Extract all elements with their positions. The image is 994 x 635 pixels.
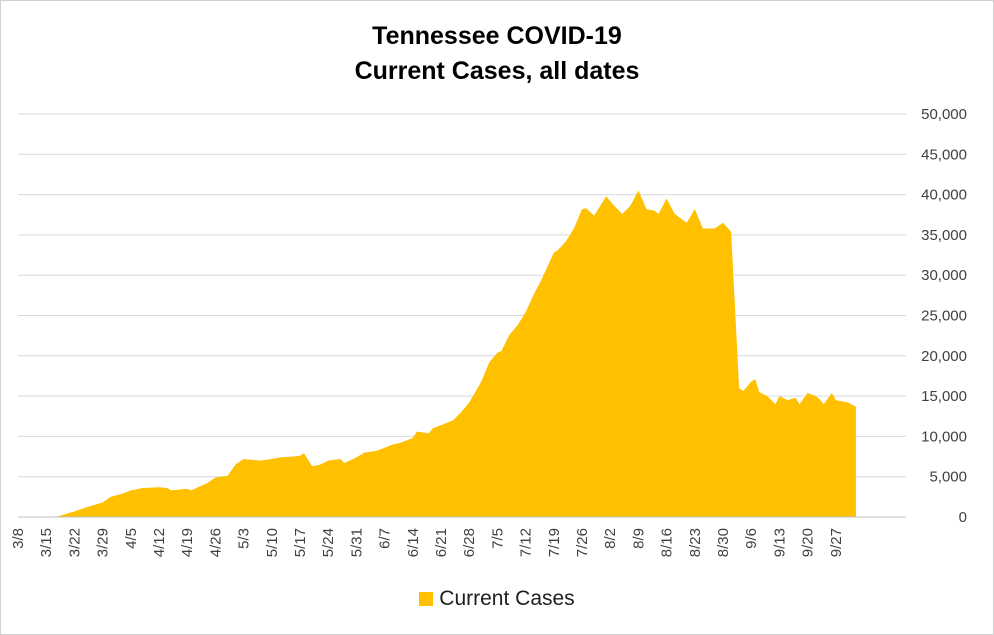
y-tick-label: 15,000	[921, 388, 967, 405]
x-tick-label: 8/9	[630, 528, 647, 549]
chart-title-line2: Current Cases, all dates	[354, 57, 640, 85]
y-tick-label: 50,000	[921, 106, 967, 123]
legend-swatch	[419, 592, 434, 606]
x-tick-label: 7/12	[518, 528, 535, 557]
x-tick-label: 5/10	[264, 528, 281, 557]
legend-label: Current Cases	[439, 587, 575, 610]
x-tick-label: 4/5	[123, 528, 140, 549]
x-tick-label: 7/19	[546, 528, 563, 557]
x-tick-label: 7/5	[489, 528, 506, 549]
x-tick-label: 5/17	[292, 528, 309, 557]
y-tick-label: 40,000	[921, 187, 967, 204]
x-tick-label: 6/21	[433, 528, 450, 557]
y-tick-label: 35,000	[921, 227, 967, 244]
x-tick-label: 4/19	[179, 528, 196, 557]
x-tick-label: 4/26	[207, 528, 224, 557]
x-tick-label: 8/23	[687, 528, 704, 557]
x-tick-label: 8/30	[715, 528, 732, 557]
chart-title-line1: Tennessee COVID-19	[372, 22, 622, 50]
x-tick-label: 3/29	[95, 528, 112, 557]
x-tick-label: 6/7	[377, 528, 394, 549]
y-tick-label: 5,000	[929, 469, 967, 486]
x-tick-label: 9/13	[771, 528, 788, 557]
x-tick-label: 6/28	[461, 528, 478, 557]
y-tick-label: 20,000	[921, 348, 967, 365]
y-tick-label: 45,000	[921, 146, 967, 163]
x-tick-label: 5/31	[348, 528, 365, 557]
x-tick-label: 9/20	[800, 528, 817, 557]
y-tick-label: 0	[959, 509, 967, 526]
current-cases-area	[18, 190, 856, 517]
x-tick-label: 5/24	[320, 528, 337, 557]
x-tick-label: 7/26	[574, 528, 591, 557]
x-tick-label: 9/27	[828, 528, 845, 557]
x-tick-label: 5/3	[236, 528, 253, 549]
y-tick-label: 30,000	[921, 267, 967, 284]
x-tick-label: 8/16	[659, 528, 676, 557]
chart-legend: Current Cases	[0, 587, 994, 611]
y-tick-label: 10,000	[921, 428, 967, 445]
x-tick-label: 3/15	[38, 528, 55, 557]
y-tick-label: 25,000	[921, 308, 967, 325]
x-tick-label: 3/22	[66, 528, 83, 557]
x-tick-label: 6/14	[405, 528, 422, 557]
x-tick-label: 8/2	[602, 528, 619, 549]
x-tick-label: 4/12	[151, 528, 168, 557]
x-tick-label: 3/8	[10, 528, 27, 549]
x-tick-label: 9/6	[743, 528, 760, 549]
